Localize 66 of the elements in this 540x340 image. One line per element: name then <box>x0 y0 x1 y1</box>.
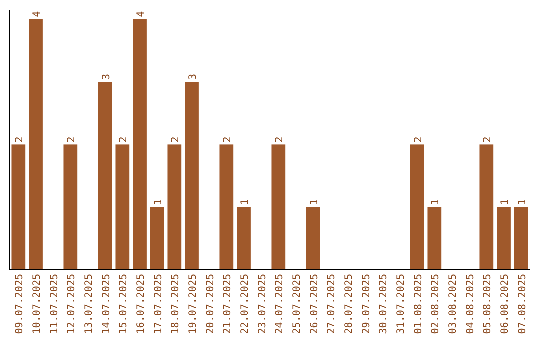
x-tick-label: 21.07.2025 <box>222 274 234 334</box>
bar <box>237 207 251 270</box>
x-tick-label: 22.07.2025 <box>240 274 251 334</box>
data-label: 2 <box>222 136 234 143</box>
x-tick-label: 13.07.2025 <box>84 274 95 334</box>
data-label: 2 <box>14 136 26 143</box>
x-tick-label: 23.07.2025 <box>257 274 268 334</box>
bar <box>12 144 26 270</box>
x-tick-label: 01.08.2025 <box>413 274 424 334</box>
data-label: 2 <box>482 136 494 143</box>
x-tick-label: 28.07.2025 <box>344 274 355 334</box>
data-label: 1 <box>309 199 320 206</box>
x-tick-label: 03.08.2025 <box>448 274 459 334</box>
x-tick-label: 02.08.2025 <box>430 274 442 334</box>
data-label: 2 <box>118 136 130 143</box>
x-tick-label: 18.07.2025 <box>170 274 182 334</box>
x-tick-label: 17.07.2025 <box>153 274 164 334</box>
bar <box>272 144 286 270</box>
bar <box>306 207 320 270</box>
bar <box>185 82 199 270</box>
x-tick-label: 30.07.2025 <box>378 274 390 334</box>
bar <box>428 207 442 270</box>
x-tick-label: 24.07.2025 <box>274 274 286 334</box>
x-tick-label: 31.07.2025 <box>396 274 407 334</box>
bar <box>497 207 511 270</box>
data-label: 4 <box>136 11 147 18</box>
bar <box>514 207 528 270</box>
bar <box>133 19 147 270</box>
data-label: 1 <box>430 199 442 206</box>
x-tick-label: 20.07.2025 <box>205 274 216 334</box>
x-tick-label: 29.07.2025 <box>361 274 372 334</box>
x-tick-label: 27.07.2025 <box>326 274 338 334</box>
bar <box>410 144 424 270</box>
x-tick-label: 11.07.2025 <box>49 274 60 334</box>
data-label: 3 <box>101 74 112 80</box>
bar <box>480 144 494 270</box>
data-label: 1 <box>517 199 528 206</box>
data-label: 1 <box>153 199 164 206</box>
bar <box>64 144 78 270</box>
data-label: 2 <box>66 136 78 143</box>
data-label: 2 <box>274 136 286 143</box>
bar <box>220 144 234 270</box>
x-tick-label: 05.08.2025 <box>482 274 494 334</box>
x-tick-label: 04.08.2025 <box>465 274 476 334</box>
data-label: 1 <box>500 199 511 206</box>
x-tick-label: 12.07.2025 <box>66 274 78 334</box>
x-tick-label: 26.07.2025 <box>309 274 320 334</box>
data-label: 3 <box>188 74 199 80</box>
x-tick-label: 15.07.2025 <box>118 274 130 334</box>
x-tick-label: 06.08.2025 <box>500 274 511 334</box>
bar <box>29 19 43 270</box>
bar <box>116 144 130 270</box>
data-label: 4 <box>32 11 43 18</box>
x-tick-label: 14.07.2025 <box>101 274 112 334</box>
data-label: 1 <box>240 199 251 206</box>
bar <box>150 207 164 270</box>
x-tick-label: 25.07.2025 <box>292 274 303 334</box>
x-tick-label: 10.07.2025 <box>32 274 43 334</box>
bar <box>98 82 112 270</box>
x-tick-label: 07.08.2025 <box>517 274 528 334</box>
bar <box>168 144 182 270</box>
data-label: 2 <box>413 136 424 143</box>
x-tick-label: 16.07.2025 <box>136 274 147 334</box>
x-tick-label: 19.07.2025 <box>188 274 199 334</box>
x-tick-label: 09.07.2025 <box>14 274 26 334</box>
data-label: 2 <box>170 136 182 143</box>
